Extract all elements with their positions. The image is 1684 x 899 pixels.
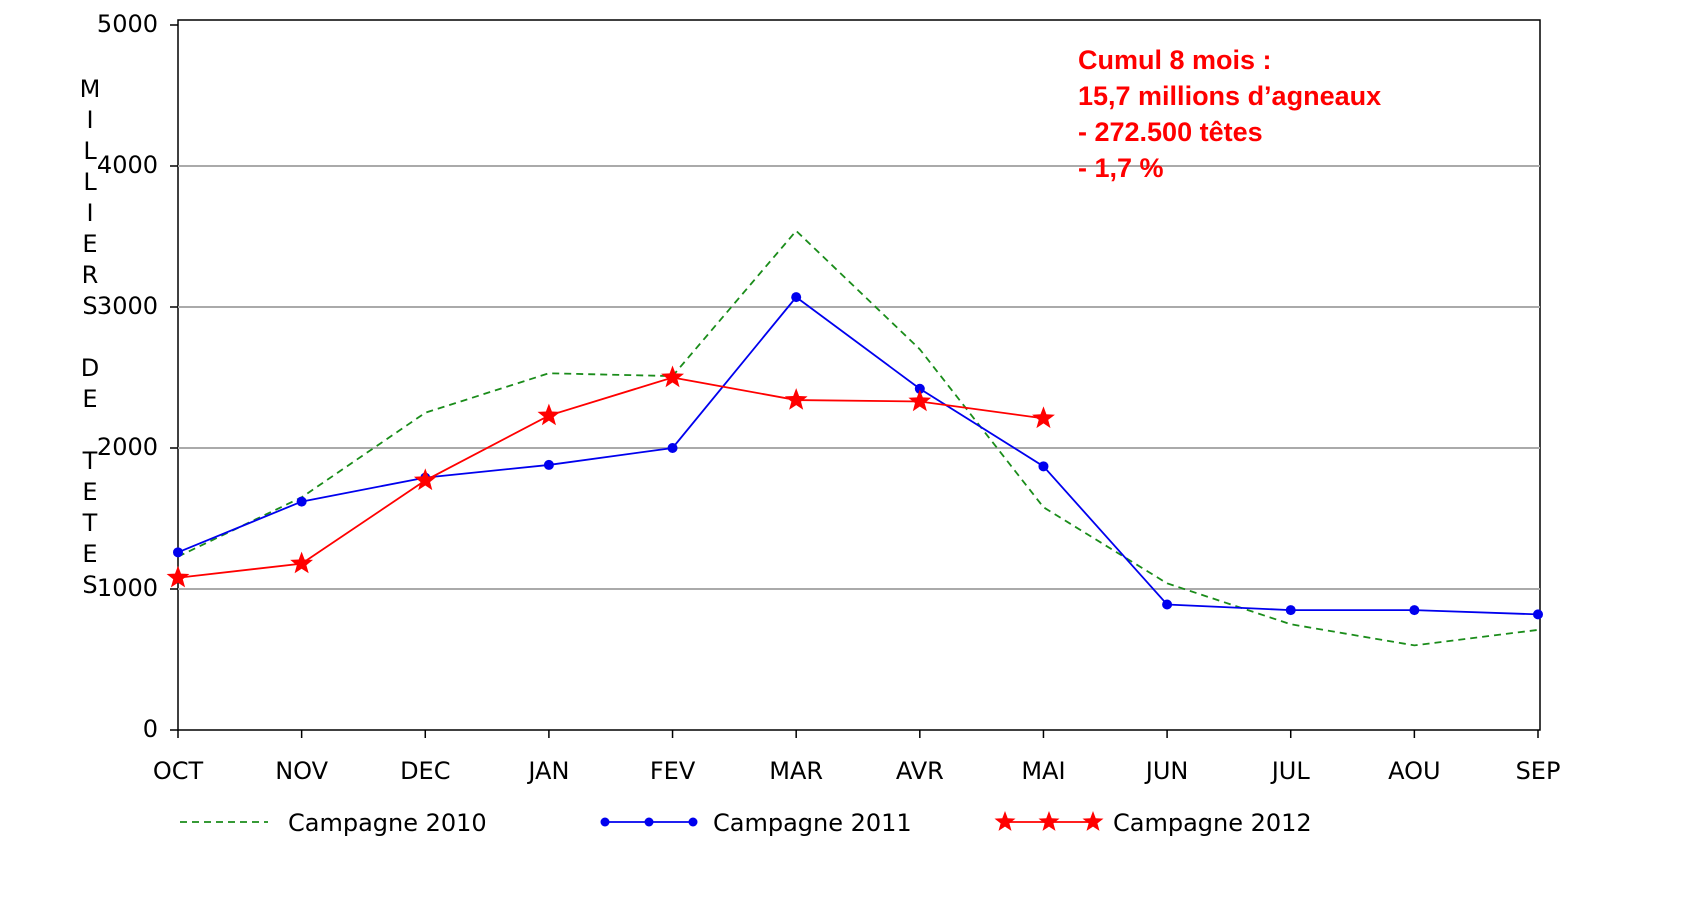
point xyxy=(914,383,925,394)
x-tick-label: JUN xyxy=(1144,757,1189,785)
point xyxy=(166,565,190,588)
series-line xyxy=(177,376,1044,579)
point xyxy=(296,496,307,507)
point xyxy=(1285,605,1296,616)
x-tick-label: MAR xyxy=(769,757,823,785)
point xyxy=(543,459,554,470)
point xyxy=(791,292,802,303)
annotation: 15,7 millions d’agneaux xyxy=(1078,81,1381,111)
point xyxy=(667,443,678,453)
point xyxy=(908,389,932,412)
series-line xyxy=(177,229,1539,647)
x-tick-label: JAN xyxy=(526,757,569,785)
legend-marker xyxy=(1038,811,1060,831)
x-tick-label: DEC xyxy=(400,757,450,785)
legend-marker xyxy=(994,811,1016,831)
point xyxy=(537,403,561,426)
annotation: - 1,7 % xyxy=(1078,153,1164,183)
legend-label: Campagne 2012 xyxy=(1113,809,1312,837)
y-tick-label: 3000 xyxy=(97,292,158,320)
legend-marker xyxy=(688,817,698,827)
x-tick-label: OCT xyxy=(153,757,204,785)
point xyxy=(661,365,684,388)
point xyxy=(413,468,437,491)
point xyxy=(1032,406,1055,429)
legend-marker xyxy=(600,817,610,827)
point xyxy=(290,551,313,574)
x-tick-label: MAI xyxy=(1021,757,1065,785)
annotation: Cumul 8 mois : xyxy=(1078,45,1272,75)
x-tick-label: FEV xyxy=(650,757,696,785)
x-tick-label: JUL xyxy=(1270,757,1311,785)
y-tick-label: 2000 xyxy=(97,433,158,461)
point xyxy=(784,388,808,410)
x-tick-label: AOU xyxy=(1388,757,1440,785)
x-tick-label: SEP xyxy=(1516,757,1561,785)
point xyxy=(1162,599,1173,610)
y-tick-label: 5000 xyxy=(97,10,158,38)
y-tick-label: 1000 xyxy=(97,574,158,602)
y-tick-label: 0 xyxy=(143,715,158,743)
legend-label: Campagne 2010 xyxy=(288,809,487,837)
legend-marker xyxy=(1082,811,1104,831)
legend-label: Campagne 2011 xyxy=(713,809,912,837)
x-tick-label: NOV xyxy=(275,757,328,785)
legend-marker xyxy=(644,817,654,827)
y-tick-label: 4000 xyxy=(97,151,158,179)
point xyxy=(1038,461,1049,472)
point xyxy=(173,547,183,558)
x-tick-label: AVR xyxy=(896,757,944,785)
plot-frame xyxy=(177,19,1541,731)
point xyxy=(1533,609,1543,620)
annotation: - 272.500 têtes xyxy=(1078,117,1263,147)
point xyxy=(1409,605,1420,616)
series-line xyxy=(177,295,1539,616)
